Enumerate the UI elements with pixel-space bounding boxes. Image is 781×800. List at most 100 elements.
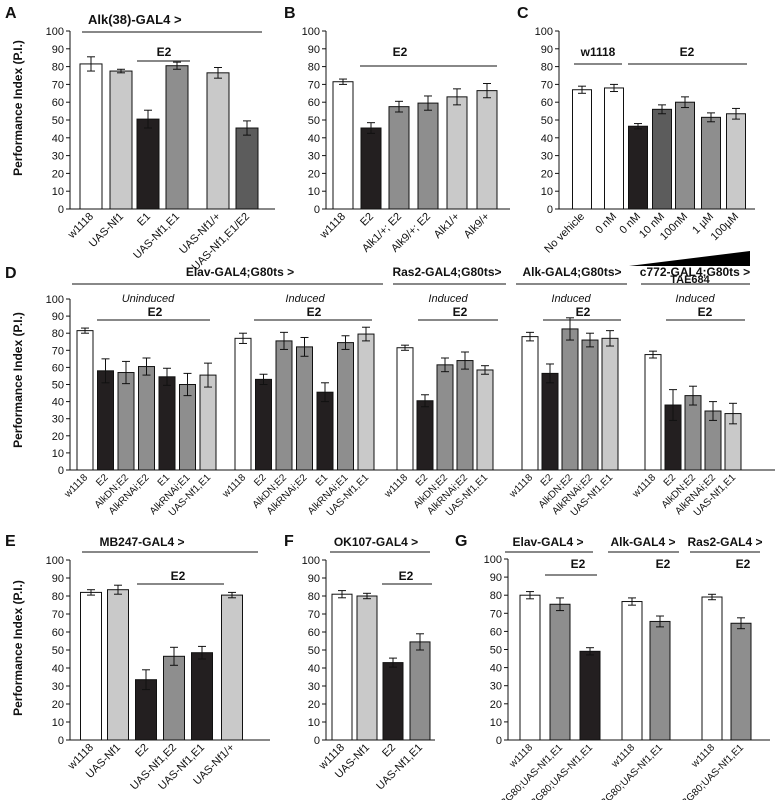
y-tick-label: 40: [541, 133, 553, 145]
bar: [337, 342, 354, 471]
bar: [409, 641, 431, 741]
bar: [519, 594, 541, 741]
bar: [579, 650, 601, 741]
chart-panel-d: D Performance Index (P.I.) 0 10 20 30 40 50 60 70…: [5, 265, 775, 519]
bar: [221, 594, 243, 741]
annotation-tae684: TAE684: [670, 274, 710, 286]
x-tick-label: w1118: [630, 472, 659, 501]
y-tick-label: 30: [541, 151, 553, 163]
y-tick-label: 10: [308, 717, 320, 729]
annotation-w1118: w1118: [580, 45, 616, 59]
panel-letter: C: [517, 5, 529, 22]
bar: [79, 63, 103, 210]
y-tick-label: 0: [314, 204, 320, 216]
x-tick-label: E1: [135, 211, 153, 229]
annotation-e2: E2: [399, 569, 414, 583]
x-tick-label: 100µM: [709, 211, 741, 243]
annotation-elav: Elav-GAL4;G80ts >: [186, 265, 294, 279]
bar: [107, 589, 129, 741]
bar: [235, 127, 259, 210]
annotation-elav: Elav-GAL4 >: [512, 535, 583, 549]
y-tick-label: 100: [535, 26, 553, 38]
bar: [541, 372, 559, 471]
bar: [109, 70, 133, 210]
y-tick-label: 30: [490, 681, 502, 693]
y-tick-label: 0: [314, 735, 320, 747]
bar: [138, 366, 155, 471]
annotation-induction: Induced: [675, 293, 715, 305]
y-tick-label: 60: [308, 627, 320, 639]
bar: [206, 72, 230, 210]
y-tick-label: 10: [308, 186, 320, 198]
bar: [296, 346, 313, 471]
y-tick-label: 100: [46, 294, 64, 306]
y-tick-label: 30: [52, 414, 64, 426]
panel-letter: G: [455, 533, 467, 550]
y-tick-label: 90: [52, 311, 64, 323]
bar: [561, 328, 579, 471]
annotation-e2: E2: [148, 305, 163, 319]
bar: [165, 65, 189, 210]
bar: [701, 116, 721, 210]
y-axis-title: Performance Index (P.I.): [11, 40, 25, 176]
annotation-ok107: OK107-GAL4 >: [334, 535, 418, 549]
bar: [136, 118, 160, 210]
annotation-mb247: MB247-GAL4 >: [99, 535, 184, 549]
bar: [179, 384, 196, 471]
bar: [80, 591, 102, 741]
y-tick-label: 60: [52, 97, 64, 109]
y-tick-label: 70: [52, 345, 64, 357]
y-tick-label: 80: [52, 591, 64, 603]
y-tick-label: 0: [496, 735, 502, 747]
annotation-e2: E2: [576, 305, 591, 319]
y-tick-label: 40: [308, 133, 320, 145]
bar: [436, 364, 454, 471]
chart-panel-a: A Performance Index (P.I.) 0 10 20 30 40 50 60 70…: [5, 5, 275, 273]
bar: [158, 376, 176, 471]
panel-letter: E: [5, 533, 16, 550]
y-tick-label: 20: [52, 431, 64, 443]
annotation-e2: E2: [736, 557, 751, 571]
y-tick-label: 0: [547, 204, 553, 216]
y-tick-label: 30: [52, 681, 64, 693]
panel-letter: F: [284, 533, 294, 550]
y-tick-label: 80: [541, 62, 553, 74]
annotation-e2: E2: [393, 45, 408, 59]
y-tick-label: 30: [308, 151, 320, 163]
y-tick-label: 20: [52, 699, 64, 711]
bar: [396, 347, 414, 471]
x-tick-label: Alk9/+: [462, 211, 492, 241]
bar: [199, 374, 217, 471]
panel-letter: A: [5, 5, 17, 22]
y-tick-label: 60: [52, 627, 64, 639]
x-tick-label: No vehicle: [542, 211, 587, 256]
y-tick-label: 90: [52, 44, 64, 56]
y-tick-label: 100: [46, 555, 64, 567]
y-tick-label: 80: [308, 62, 320, 74]
y-tick-label: 60: [541, 97, 553, 109]
bar: [275, 340, 293, 471]
annotation-genotype: Alk(38)-GAL4 >: [88, 12, 182, 27]
annotation-induction: Induced: [285, 293, 325, 305]
chart-panel-e: E Performance Index (P.I.) 0 10 20 30 40 50 60 70…: [5, 533, 270, 792]
y-tick-label: 100: [46, 26, 64, 38]
bar: [456, 360, 474, 471]
y-tick-label: 50: [52, 115, 64, 127]
y-tick-label: 10: [52, 448, 64, 460]
chart-panel-g: G0102030405060708090100w1118MBG80;UAS-Nf…: [455, 533, 770, 800]
y-tick-label: 0: [58, 465, 64, 477]
y-tick-label: 10: [541, 186, 553, 198]
bar: [388, 106, 410, 210]
y-tick-label: 20: [308, 699, 320, 711]
y-tick-label: 50: [541, 115, 553, 127]
annotation-e2: E2: [680, 45, 695, 59]
y-tick-label: 40: [490, 663, 502, 675]
annotation-e2: E2: [698, 305, 713, 319]
panel-letter: D: [5, 265, 17, 282]
y-tick-label: 30: [308, 681, 320, 693]
bar: [255, 378, 272, 471]
bar: [234, 337, 252, 471]
annotation-induction: Uninduced: [122, 293, 175, 305]
bar: [581, 339, 599, 471]
annotation-e2: E2: [307, 305, 322, 319]
